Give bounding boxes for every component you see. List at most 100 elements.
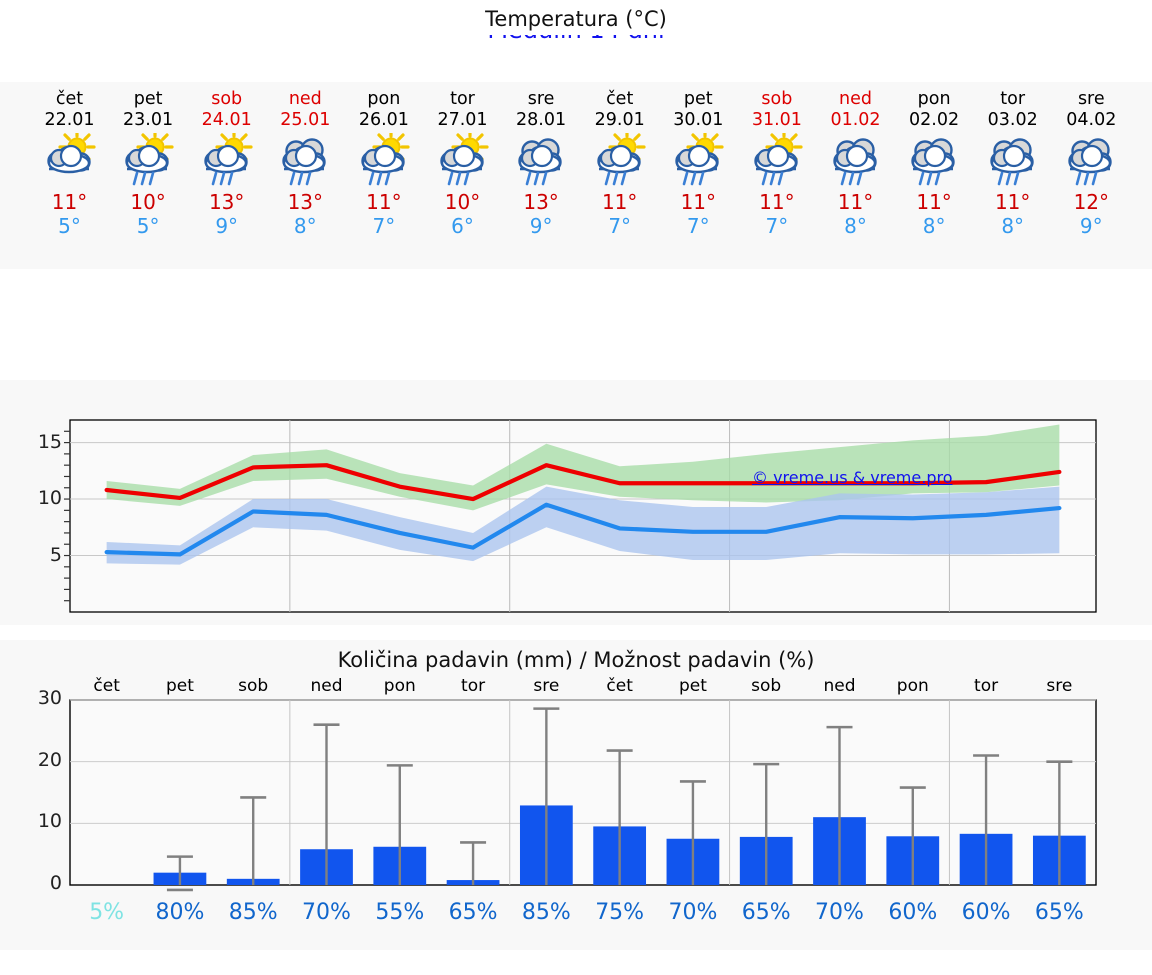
forecast-day-date: 31.01 <box>751 110 802 130</box>
precip-day-label: sob <box>238 676 269 696</box>
forecast-day-name: ned <box>288 89 322 109</box>
precip-day-label: pet <box>678 676 707 696</box>
precip-day-label: tor <box>461 676 486 696</box>
forecast-min-temp: 8° <box>922 214 946 238</box>
precip-day-label: sob <box>751 676 782 696</box>
precip-day-label: čet <box>606 676 633 696</box>
forecast-day-column: čet 22.01 11° 5° <box>31 82 109 238</box>
forecast-day-column: sre 04.02 12° 9° <box>1052 82 1130 238</box>
temperature-chart <box>64 419 1097 613</box>
forecast-min-temp: 7° <box>372 214 396 238</box>
precip-probability: 65% <box>448 900 498 925</box>
precipitation-chart-title: Količina padavin (mm) / Možnost padavin … <box>337 648 815 672</box>
sun-cloud-icon <box>46 133 96 174</box>
precip-probability: 70% <box>668 900 718 925</box>
temp-axis-tick-label: 5 <box>49 543 62 566</box>
forecast-day-name: čet <box>606 89 634 109</box>
forecast-day-column: tor 27.01 10° 6° <box>424 82 502 238</box>
weather-icon-wrap <box>188 131 266 189</box>
cloud-rain-icon <box>832 138 877 186</box>
weather-icon-wrap <box>659 131 737 189</box>
precip-day-label: tor <box>974 676 999 696</box>
forecast-day-date: 23.01 <box>123 110 174 130</box>
forecast-day-name: sre <box>1077 89 1105 109</box>
precip-day-label: pon <box>896 676 929 696</box>
forecast-max-temp: 11° <box>759 190 795 214</box>
forecast-min-temp: 5° <box>58 214 81 238</box>
cloud-rain-icon <box>911 138 955 186</box>
precip-probability: 55% <box>375 900 425 925</box>
forecast-day-column: pet 30.01 11° 7° <box>659 82 737 238</box>
forecast-day-name: sre <box>527 89 555 109</box>
weather-icon-wrap <box>424 131 502 189</box>
forecast-max-temp: 13° <box>208 190 245 214</box>
precip-day-label: sre <box>1046 676 1073 696</box>
forecast-day-date: 25.01 <box>280 110 331 130</box>
forecast-min-temp: 7° <box>608 214 632 238</box>
weather-icon-wrap <box>1052 131 1130 189</box>
forecast-day-date: 29.01 <box>594 110 645 130</box>
forecast-day-date: 01.02 <box>830 110 881 130</box>
forecast-day-name: sob <box>211 89 243 109</box>
precip-probability: 85% <box>521 900 571 925</box>
forecast-day-name: tor <box>450 89 475 109</box>
precip-axis-tick-label: 0 <box>49 872 62 894</box>
precip-probability: 65% <box>741 900 791 925</box>
forecast-day-date: 28.01 <box>516 110 567 130</box>
weather-icon-wrap <box>266 131 344 189</box>
forecast-max-temp: 11° <box>994 190 1031 214</box>
sun-cloud-rain-icon <box>125 133 174 186</box>
forecast-min-temp: 8° <box>1001 214 1025 238</box>
forecast-day-name: sob <box>761 89 793 109</box>
forecast-day-column: ned 01.02 11° 8° <box>817 82 895 238</box>
forecast-day-column: pet 23.01 10° 5° <box>109 82 187 238</box>
weather-icon-wrap <box>817 131 895 189</box>
temp-axis-tick-label: 10 <box>37 487 62 510</box>
precip-probability: 75% <box>595 900 645 925</box>
forecast-min-temp: 7° <box>765 214 789 238</box>
forecast-max-temp: 10° <box>444 190 481 214</box>
sun-cloud-rain-icon <box>439 133 489 186</box>
forecast-day-date: 30.01 <box>673 110 724 130</box>
weather-icon-wrap <box>974 131 1052 189</box>
forecast-day-name: ned <box>839 89 872 109</box>
forecast-min-temp: 9° <box>1079 214 1103 238</box>
precip-probability: 65% <box>1034 900 1084 925</box>
forecast-min-temp: 7° <box>686 214 710 238</box>
precip-probability: 5% <box>89 900 125 925</box>
forecast-min-temp: 6° <box>451 214 474 238</box>
temp-axis-tick-label: 15 <box>37 430 62 453</box>
forecast-day-date: 27.01 <box>437 110 488 130</box>
forecast-day-name: pet <box>683 89 713 109</box>
weather-icon-wrap <box>345 131 423 189</box>
forecast-max-temp: 11° <box>366 190 402 214</box>
copyright-link[interactable]: © vreme.us & vreme.pro <box>752 468 953 487</box>
forecast-day-column: sre 28.01 13° 9° <box>502 82 580 238</box>
forecast-day-name: čet <box>55 89 84 109</box>
weather-icon-wrap <box>738 131 816 189</box>
cloud-rain-icon <box>518 138 562 186</box>
forecast-day-date: 03.02 <box>987 110 1038 130</box>
precip-axis-tick-label: 10 <box>37 810 62 833</box>
forecast-max-temp: 11° <box>601 190 638 214</box>
weather-icon-wrap <box>109 131 187 189</box>
forecast-day-column: tor 03.02 11° 8° <box>974 82 1052 238</box>
forecast-day-name: pet <box>133 89 163 109</box>
precipitation-chart <box>69 699 1097 892</box>
sun-cloud-rain-icon <box>754 133 803 186</box>
precip-axis-tick-label: 20 <box>37 748 62 771</box>
precip-probability: 60% <box>961 900 1011 925</box>
forecast-day-column: pon 26.01 11° 7° <box>345 82 423 238</box>
cloud-rain-icon <box>282 138 326 186</box>
precip-probability: 60% <box>888 900 938 925</box>
forecast-day-date: 24.01 <box>201 110 252 130</box>
forecast-max-temp: 11° <box>916 190 952 214</box>
precip-day-label: ned <box>823 676 856 696</box>
forecast-max-temp: 11° <box>837 190 874 214</box>
forecast-min-temp: 5° <box>136 214 160 238</box>
precip-probability: 70% <box>302 900 351 925</box>
forecast-day-name: pon <box>917 89 951 109</box>
precip-axis-tick-label: 30 <box>37 687 62 709</box>
forecast-day-column: ned 25.01 13° 8° <box>266 82 344 238</box>
precip-day-label: sre <box>533 676 560 696</box>
